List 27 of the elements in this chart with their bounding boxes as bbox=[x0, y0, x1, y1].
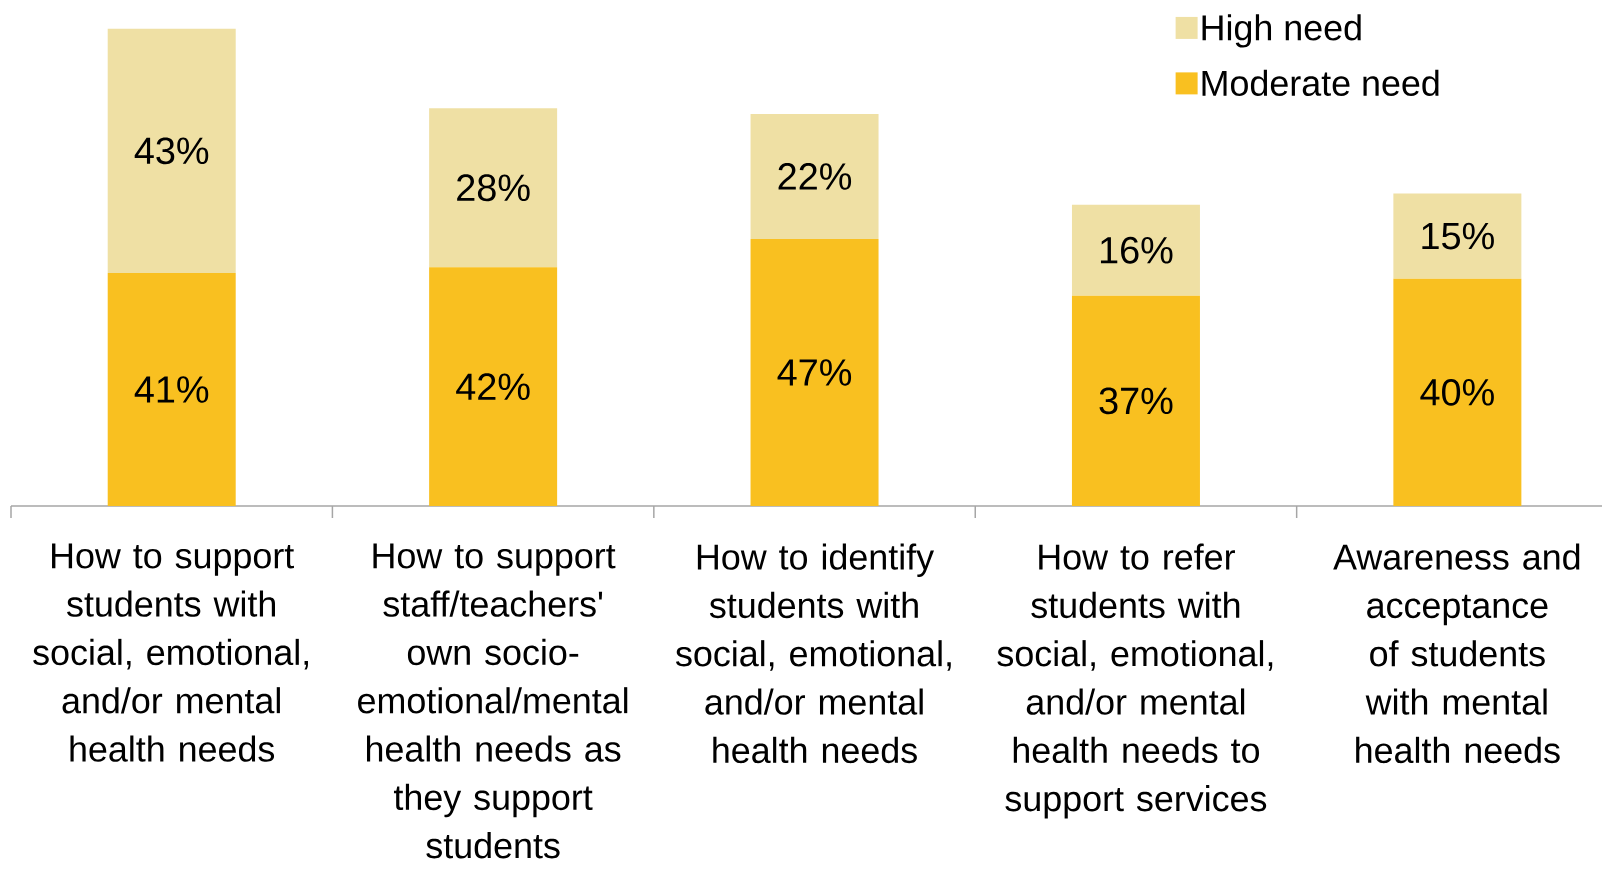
bar bbox=[750, 113, 879, 239]
x-tick-label: How to support students with social, emotional, and/or mental health needs bbox=[33, 543, 308, 762]
bar bbox=[750, 238, 879, 506]
data-label: 40% bbox=[1420, 378, 1494, 406]
data-label: 28% bbox=[457, 174, 530, 202]
bar bbox=[429, 267, 558, 506]
data-label: 41% bbox=[134, 376, 209, 403]
data-label: 42% bbox=[456, 373, 530, 400]
bar bbox=[1071, 295, 1200, 506]
x-tick-label: How to identify students with social, emotional, and/or mental health needs bbox=[675, 543, 951, 764]
legend-label: Moderate need bbox=[1202, 69, 1439, 96]
data-label: 16% bbox=[1100, 236, 1173, 264]
data-label: 47% bbox=[777, 359, 852, 386]
data-label: 22% bbox=[778, 163, 852, 190]
bar bbox=[1071, 204, 1200, 296]
data-label: 43% bbox=[134, 137, 209, 165]
x-tick-label: Awareness and acceptance of students with mental health needs bbox=[1333, 543, 1580, 764]
bar bbox=[1393, 193, 1522, 279]
data-label: 15% bbox=[1422, 222, 1494, 250]
bar bbox=[1393, 278, 1522, 506]
bar bbox=[429, 108, 558, 268]
data-label: 37% bbox=[1099, 387, 1173, 415]
bar bbox=[107, 28, 236, 273]
x-tick-label: How to refer students with social, emotional, and/or mental health needs to support services bbox=[997, 543, 1273, 819]
bar bbox=[107, 273, 236, 506]
legend-label: High need bbox=[1202, 14, 1361, 48]
x-tick-label: How to support staff/teachers' own socio-emotional/mental health needs as they support students bbox=[358, 543, 628, 859]
